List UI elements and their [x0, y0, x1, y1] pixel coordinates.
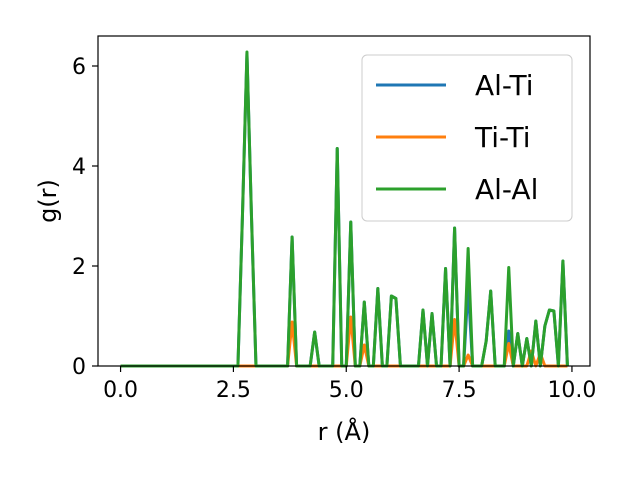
legend-label-ti-ti: Ti-Ti	[474, 121, 531, 154]
y-tick-label: 6	[72, 55, 86, 80]
series-line-ti-ti	[120, 315, 568, 368]
y-axis-label: g(r)	[34, 179, 62, 223]
y-tick-label: 0	[72, 355, 86, 380]
y-tick-label: 4	[72, 155, 86, 180]
x-tick-label: 10.0	[547, 378, 596, 403]
axis-ticks: 0.0 2.5 5.0 7.5 10.0 0 2 4 6	[72, 55, 596, 403]
legend-label-al-al: Al-Al	[475, 173, 538, 206]
legend-box	[361, 54, 573, 222]
x-tick-label: 0.0	[103, 378, 138, 403]
x-tick-label: 2.5	[216, 378, 251, 403]
legend-label-al-ti: Al-Ti	[475, 69, 534, 102]
x-tick-label: 5.0	[329, 378, 364, 403]
legend: Al-Ti Ti-Ti Al-Al	[361, 54, 573, 222]
x-tick-label: 7.5	[442, 378, 477, 403]
plot-frame	[97, 35, 591, 367]
series-line-al-al	[120, 50, 569, 368]
x-axis-label: r (Å)	[318, 417, 371, 446]
y-tick-label: 2	[72, 255, 86, 280]
